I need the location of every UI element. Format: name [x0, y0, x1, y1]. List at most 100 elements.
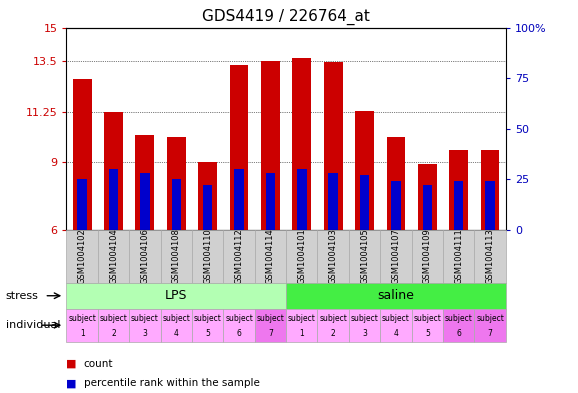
Text: GSM1004106: GSM1004106 [140, 228, 149, 285]
Text: subject: subject [225, 314, 253, 323]
Bar [286, 309, 317, 342]
Text: 5: 5 [205, 329, 210, 338]
Text: GSM1004108: GSM1004108 [172, 228, 181, 285]
Text: 6: 6 [456, 329, 461, 338]
Bar [172, 179, 181, 230]
Bar [486, 181, 495, 230]
Bar [192, 230, 223, 283]
Text: GSM1004103: GSM1004103 [329, 228, 338, 285]
Bar [324, 62, 343, 230]
Text: GSM1004113: GSM1004113 [486, 228, 495, 285]
Bar [391, 181, 401, 230]
Bar [140, 173, 150, 230]
Text: 1: 1 [80, 329, 84, 338]
Bar [66, 230, 98, 283]
Bar [412, 309, 443, 342]
Bar [412, 230, 443, 283]
Bar [98, 309, 129, 342]
Bar [292, 58, 311, 230]
Bar [481, 150, 499, 230]
Bar [387, 137, 405, 230]
Text: GSM1004101: GSM1004101 [297, 229, 306, 284]
Text: subject: subject [257, 314, 284, 323]
Bar [266, 173, 275, 230]
Bar [255, 230, 286, 283]
Bar [161, 309, 192, 342]
Text: subject: subject [413, 314, 441, 323]
Bar [317, 230, 349, 283]
Bar [443, 309, 475, 342]
Bar [66, 309, 98, 342]
Bar [349, 309, 380, 342]
Text: 3: 3 [362, 329, 367, 338]
Bar [229, 64, 249, 230]
Text: GSM1004105: GSM1004105 [360, 229, 369, 284]
Text: 3: 3 [142, 329, 147, 338]
Text: 7: 7 [488, 329, 492, 338]
Bar [77, 179, 87, 230]
Text: GSM1004107: GSM1004107 [391, 228, 401, 285]
Text: subject: subject [194, 314, 221, 323]
Bar [129, 230, 161, 283]
Bar [317, 309, 349, 342]
Text: ■: ■ [66, 358, 77, 369]
Text: stress: stress [6, 291, 39, 301]
Text: GSM1004102: GSM1004102 [77, 229, 87, 284]
Text: 2: 2 [331, 329, 336, 338]
Bar [380, 230, 412, 283]
Bar [443, 230, 475, 283]
Text: GSM1004104: GSM1004104 [109, 229, 118, 284]
Text: individual: individual [6, 320, 60, 330]
Bar [286, 230, 317, 283]
Bar [192, 309, 223, 342]
Bar [98, 230, 129, 283]
Text: subject: subject [382, 314, 410, 323]
Bar [360, 175, 369, 230]
Bar [203, 185, 212, 230]
Bar [223, 309, 255, 342]
Bar [475, 230, 506, 283]
Text: 4: 4 [174, 329, 179, 338]
Text: GSM1004114: GSM1004114 [266, 229, 275, 284]
Text: 1: 1 [299, 329, 304, 338]
Bar [198, 162, 217, 230]
Text: subject: subject [351, 314, 379, 323]
Text: count: count [84, 358, 113, 369]
Bar [423, 185, 432, 230]
Text: GSM1004112: GSM1004112 [235, 229, 243, 284]
Bar [109, 169, 118, 230]
Bar [167, 137, 186, 230]
Text: subject: subject [288, 314, 316, 323]
Text: saline: saline [377, 289, 414, 302]
Bar [255, 309, 286, 342]
Text: 6: 6 [236, 329, 242, 338]
Text: subject: subject [319, 314, 347, 323]
Text: 7: 7 [268, 329, 273, 338]
Bar [297, 169, 306, 230]
Bar [104, 112, 123, 230]
Bar [161, 230, 192, 283]
Bar [223, 230, 255, 283]
Bar [475, 309, 506, 342]
Title: GDS4419 / 226764_at: GDS4419 / 226764_at [202, 9, 370, 25]
Text: subject: subject [444, 314, 473, 323]
Bar [261, 61, 280, 230]
Text: LPS: LPS [165, 289, 187, 302]
Text: subject: subject [99, 314, 128, 323]
Bar [129, 309, 161, 342]
Text: subject: subject [476, 314, 504, 323]
Bar [355, 111, 374, 230]
Bar [449, 150, 468, 230]
Text: GSM1004110: GSM1004110 [203, 229, 212, 284]
Bar [66, 283, 286, 309]
Text: percentile rank within the sample: percentile rank within the sample [84, 378, 260, 388]
Bar [454, 181, 464, 230]
Bar [73, 79, 91, 230]
Text: ■: ■ [66, 378, 77, 388]
Text: GSM1004109: GSM1004109 [423, 229, 432, 284]
Text: GSM1004111: GSM1004111 [454, 229, 463, 284]
Bar [234, 169, 244, 230]
Text: 2: 2 [111, 329, 116, 338]
Bar [380, 309, 412, 342]
Text: 4: 4 [394, 329, 398, 338]
